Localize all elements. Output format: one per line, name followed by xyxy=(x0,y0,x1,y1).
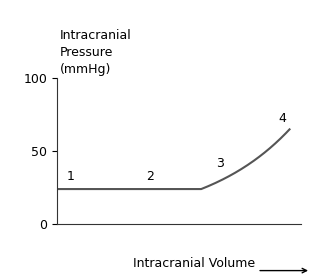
Text: 3: 3 xyxy=(216,157,224,170)
Text: Intracranial
Pressure
(mmHg): Intracranial Pressure (mmHg) xyxy=(60,29,132,76)
Text: 4: 4 xyxy=(279,112,287,125)
Text: 2: 2 xyxy=(146,170,154,183)
Text: Intracranial Volume: Intracranial Volume xyxy=(133,257,255,270)
Text: 1: 1 xyxy=(67,170,75,183)
